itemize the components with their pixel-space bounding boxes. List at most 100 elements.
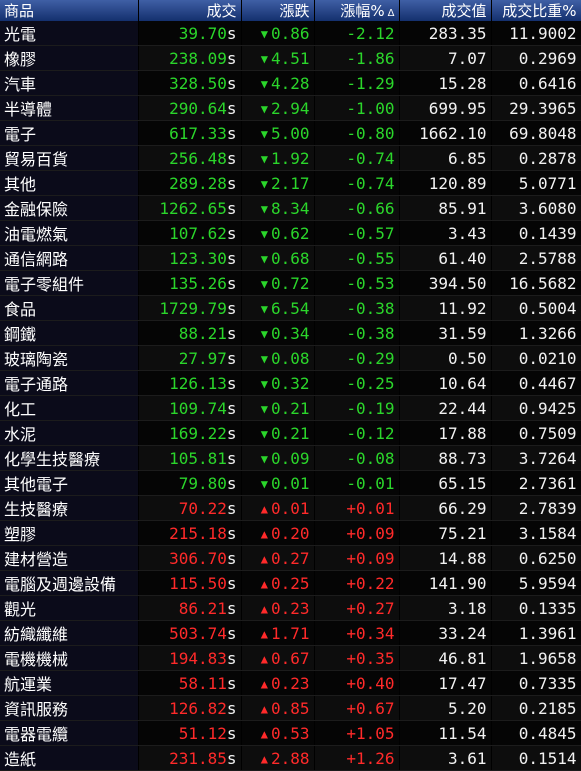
turnover-cell: 10.64 xyxy=(399,370,492,396)
sector-name: 光電 xyxy=(0,21,139,46)
change-value: 0.23 xyxy=(270,673,310,693)
table-row[interactable]: 油電燃氣 107.62s ▼ 0.62 -0.57 3.43 0.1439 xyxy=(0,220,581,246)
header-product[interactable]: 商品 xyxy=(0,0,139,21)
table-row[interactable]: 其他 289.28s ▼ 2.17 -0.74 120.89 5.0771 xyxy=(0,170,581,196)
sector-name: 造紙 xyxy=(0,745,139,771)
table-row[interactable]: 半導體 290.64s ▼ 2.94 -1.00 699.95 29.3965 xyxy=(0,95,581,121)
table-row[interactable]: 鋼鐵 88.21s ▼ 0.34 -0.38 31.59 1.3266 xyxy=(0,320,581,346)
table-row[interactable]: 通信網路 123.30s ▼ 0.68 -0.55 61.40 2.5788 xyxy=(0,245,581,271)
triangle-down-icon: ▼ xyxy=(260,326,268,341)
change-cell: ▲ 0.67 xyxy=(241,645,315,671)
price-flag: s xyxy=(226,623,237,643)
weight-cell: 0.1335 xyxy=(491,595,581,621)
table-row[interactable]: 電子 617.33s ▼ 5.00 -0.80 1662.10 69.8048 xyxy=(0,120,581,146)
change-value: 2.94 xyxy=(270,98,310,118)
table-row[interactable]: 化學生技醫療 105.81s ▼ 0.09 -0.08 88.73 3.7264 xyxy=(0,445,581,471)
table-row[interactable]: 紡織纖維 503.74s ▲ 1.71 +0.34 33.24 1.3961 xyxy=(0,620,581,646)
triangle-down-icon: ▼ xyxy=(260,351,268,366)
change-value: 0.01 xyxy=(270,498,310,518)
sector-name: 塑膠 xyxy=(0,520,139,546)
price-cell: 107.62s xyxy=(138,220,242,246)
table-row[interactable]: 電子通路 126.13s ▼ 0.32 -0.25 10.64 0.4467 xyxy=(0,370,581,396)
turnover-cell: 394.50 xyxy=(399,270,492,296)
change-value: 4.51 xyxy=(270,48,310,68)
triangle-down-icon: ▼ xyxy=(260,476,268,491)
table-row[interactable]: 金融保險 1262.65s ▼ 8.34 -0.66 85.91 3.6080 xyxy=(0,195,581,221)
table-row[interactable]: 光電 39.70s ▼ 0.86 -2.12 283.35 11.9002 xyxy=(0,21,581,46)
change-percent-cell: +1.05 xyxy=(314,720,400,746)
table-row[interactable]: 電機機械 194.83s ▲ 0.67 +0.35 46.81 1.9658 xyxy=(0,645,581,671)
table-row[interactable]: 電器電纜 51.12s ▲ 0.53 +1.05 11.54 0.4845 xyxy=(0,720,581,746)
change-cell: ▼ 4.51 xyxy=(241,45,315,71)
table-row[interactable]: 資訊服務 126.82s ▲ 0.85 +0.67 5.20 0.2185 xyxy=(0,695,581,721)
weight-cell: 2.5788 xyxy=(491,245,581,271)
table-row[interactable]: 化工 109.74s ▼ 0.21 -0.19 22.44 0.9425 xyxy=(0,395,581,421)
table-row[interactable]: 造紙 231.85s ▲ 2.88 +1.26 3.61 0.1514 xyxy=(0,745,581,771)
turnover-cell: 11.92 xyxy=(399,295,492,321)
price-value: 88.21 xyxy=(178,323,227,343)
change-value: 2.88 xyxy=(270,748,310,768)
price-value: 1729.79 xyxy=(159,298,227,318)
table-row[interactable]: 建材營造 306.70s ▲ 0.27 +0.09 14.88 0.6250 xyxy=(0,545,581,571)
sector-name: 電子零組件 xyxy=(0,270,139,296)
price-cell: 194.83s xyxy=(138,645,242,671)
table-row[interactable]: 食品 1729.79s ▼ 6.54 -0.38 11.92 0.5004 xyxy=(0,295,581,321)
change-cell: ▼ 5.00 xyxy=(241,120,315,146)
change-percent-cell: +0.27 xyxy=(314,595,400,621)
sector-name: 電器電纜 xyxy=(0,720,139,746)
price-cell: 126.13s xyxy=(138,370,242,396)
table-row[interactable]: 貿易百貨 256.48s ▼ 1.92 -0.74 6.85 0.2878 xyxy=(0,145,581,171)
price-cell: 617.33s xyxy=(138,120,242,146)
table-row[interactable]: 玻璃陶瓷 27.97s ▼ 0.08 -0.29 0.50 0.0210 xyxy=(0,345,581,371)
price-flag: s xyxy=(226,648,237,668)
turnover-cell: 75.21 xyxy=(399,520,492,546)
table-row[interactable]: 生技醫療 70.22s ▲ 0.01 +0.01 66.29 2.7839 xyxy=(0,495,581,521)
change-percent-cell: +0.34 xyxy=(314,620,400,646)
price-cell: 79.80s xyxy=(138,470,242,496)
change-value: 0.62 xyxy=(270,223,310,243)
weight-cell: 0.2878 xyxy=(491,145,581,171)
table-row[interactable]: 其他電子 79.80s ▼ 0.01 -0.01 65.15 2.7361 xyxy=(0,470,581,496)
header-turnover[interactable]: 成交值 xyxy=(399,0,492,21)
header-change-percent[interactable]: 漲幅% Δ xyxy=(314,0,400,21)
change-percent-cell: -0.74 xyxy=(314,170,400,196)
triangle-up-icon: ▲ xyxy=(260,601,268,616)
table-row[interactable]: 觀光 86.21s ▲ 0.23 +0.27 3.18 0.1335 xyxy=(0,595,581,621)
price-value: 169.22 xyxy=(169,423,227,443)
table-row[interactable]: 汽車 328.50s ▼ 4.28 -1.29 15.28 0.6416 xyxy=(0,70,581,96)
turnover-cell: 7.07 xyxy=(399,45,492,71)
price-flag: s xyxy=(226,48,237,68)
header-price[interactable]: 成交 xyxy=(138,0,242,21)
triangle-down-icon: ▼ xyxy=(260,226,268,241)
change-cell: ▼ 2.17 xyxy=(241,170,315,196)
change-cell: ▼ 2.94 xyxy=(241,95,315,121)
price-cell: 70.22s xyxy=(138,495,242,521)
sector-name: 玻璃陶瓷 xyxy=(0,345,139,371)
table-row[interactable]: 橡膠 238.09s ▼ 4.51 -1.86 7.07 0.2969 xyxy=(0,45,581,71)
change-value: 0.09 xyxy=(270,448,310,468)
change-value: 8.34 xyxy=(270,198,310,218)
table-row[interactable]: 塑膠 215.18s ▲ 0.20 +0.09 75.21 3.1584 xyxy=(0,520,581,546)
table-row[interactable]: 航運業 58.11s ▲ 0.23 +0.40 17.47 0.7335 xyxy=(0,670,581,696)
weight-cell: 0.7509 xyxy=(491,420,581,446)
change-cell: ▼ 0.21 xyxy=(241,395,315,421)
price-value: 306.70 xyxy=(169,548,227,568)
header-change[interactable]: 漲跌 xyxy=(241,0,315,21)
header-weight[interactable]: 成交比重% xyxy=(491,0,581,21)
price-value: 86.21 xyxy=(178,598,227,618)
change-percent-cell: -0.38 xyxy=(314,320,400,346)
price-value: 109.74 xyxy=(169,398,227,418)
change-cell: ▼ 1.92 xyxy=(241,145,315,171)
turnover-cell: 22.44 xyxy=(399,395,492,421)
table-row[interactable]: 水泥 169.22s ▼ 0.21 -0.12 17.88 0.7509 xyxy=(0,420,581,446)
triangle-down-icon: ▼ xyxy=(260,126,268,141)
price-flag: s xyxy=(226,23,237,43)
change-value: 0.85 xyxy=(270,698,310,718)
weight-cell: 0.6250 xyxy=(491,545,581,571)
change-cell: ▼ 0.86 xyxy=(241,21,315,46)
change-cell: ▲ 2.88 xyxy=(241,745,315,771)
table-row[interactable]: 電腦及週邊設備 115.50s ▲ 0.25 +0.22 141.90 5.9594 xyxy=(0,570,581,596)
table-row[interactable]: 電子零組件 135.26s ▼ 0.72 -0.53 394.50 16.5682 xyxy=(0,270,581,296)
change-value: 0.21 xyxy=(270,423,310,443)
change-percent-cell: +0.09 xyxy=(314,520,400,546)
